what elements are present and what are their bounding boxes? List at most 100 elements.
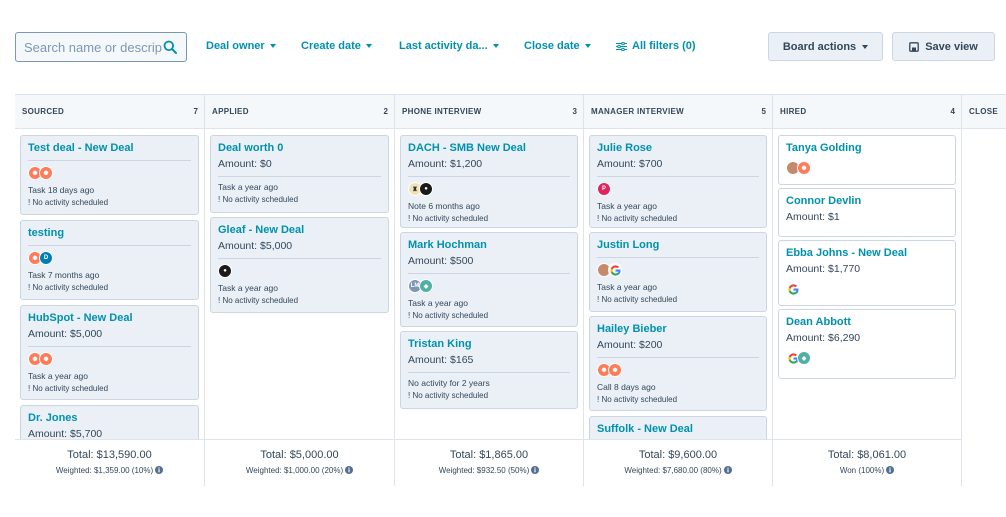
deal-card[interactable]: Suffolk - New Deal xyxy=(589,416,767,439)
column-header: PHONE INTERVIEW 3 xyxy=(395,95,583,129)
associated-avatars: ✺ D xyxy=(28,251,191,267)
deal-card[interactable]: DACH - SMB New Deal Amount: $1,200 ♜ ● No… xyxy=(400,135,578,228)
deal-card[interactable]: Dr. Jones Amount: $5,700 xyxy=(20,405,199,439)
deal-amount: Amount: $1,770 xyxy=(786,263,861,275)
deal-card[interactable]: Justin Long Task a year ago ! No activit… xyxy=(589,232,767,312)
column-footer: Total: $13,590.00 Weighted: $1,359.00 (1… xyxy=(15,439,204,486)
column-header: HIRED 4 xyxy=(773,95,961,129)
last-activity: Task a year ago xyxy=(597,201,658,211)
last-activity: Task a year ago xyxy=(597,282,658,292)
weighted-label: Weighted: $1,000.00 (20%) xyxy=(245,466,344,475)
deal-card[interactable]: Dean Abbott Amount: $6,290 ◆ xyxy=(778,309,956,379)
associated-avatars: ✺ ✺ xyxy=(28,166,191,182)
info-icon[interactable] xyxy=(886,466,895,474)
deal-card[interactable]: Ebba Johns - New Deal Amount: $1,770 xyxy=(778,240,956,306)
board-actions-button[interactable]: Board actions xyxy=(768,32,883,61)
chevron-down-icon xyxy=(862,44,869,49)
last-activity: Call 8 days ago xyxy=(597,382,656,392)
deal-title[interactable]: Dean Abbott xyxy=(786,316,851,328)
column-header: SOURCED 7 xyxy=(15,95,204,129)
activity-status: ! No activity scheduled xyxy=(597,295,678,304)
column-title: APPLIED xyxy=(212,107,249,116)
deal-title[interactable]: Gleaf - New Deal xyxy=(218,224,305,236)
hubspot-icon: ✺ xyxy=(608,363,622,377)
filter-last-activity-date[interactable]: Last activity da... xyxy=(399,40,499,52)
column-body[interactable]: Julie Rose Amount: $700 P Task a year ag… xyxy=(584,129,772,439)
deal-title[interactable]: Ebba Johns - New Deal xyxy=(786,247,908,259)
deal-card[interactable]: Mark Hochman Amount: $500 LM ◆ Task a yea… xyxy=(400,232,578,327)
deal-title[interactable]: Dr. Jones xyxy=(28,412,78,424)
deal-card[interactable]: Tristan King Amount: $165 No activity fo… xyxy=(400,331,578,409)
deal-amount: Amount: $5,000 xyxy=(218,240,293,252)
associated-avatars xyxy=(597,263,759,279)
chevron-down-icon xyxy=(269,44,276,48)
deal-card[interactable]: Deal worth 0 Amount: $0 Task a year ago … xyxy=(210,135,389,213)
board-column-manager-interview: MANAGER INTERVIEW 5 Julie Rose Amount: $7… xyxy=(584,95,773,486)
associated-avatars: ◆ xyxy=(786,351,948,367)
deal-title[interactable]: Tanya Golding xyxy=(786,142,862,154)
deal-title[interactable]: testing xyxy=(28,227,65,239)
company-logo-icon: ● xyxy=(419,182,433,196)
card-divider xyxy=(218,176,381,177)
card-divider xyxy=(597,176,759,177)
save-view-button[interactable]: Save view xyxy=(892,32,995,61)
search-icon[interactable] xyxy=(163,40,177,54)
filter-label: Close date xyxy=(524,40,580,52)
column-total: Total: $9,600.00 xyxy=(638,449,718,461)
column-body[interactable]: DACH - SMB New Deal Amount: $1,200 ♜ ● No… xyxy=(395,129,583,439)
deal-title[interactable]: Test deal - New Deal xyxy=(28,142,134,154)
associated-avatars xyxy=(786,282,948,298)
column-body[interactable]: Test deal - New Deal ✺ ✺ Task 18 days ago… xyxy=(15,129,204,439)
all-filters-button[interactable]: All filters (0) xyxy=(616,40,696,52)
deal-amount: Amount: $0 xyxy=(218,158,272,170)
column-body[interactable]: Deal worth 0 Amount: $0 Task a year ago … xyxy=(205,129,394,439)
deal-title[interactable]: Julie Rose xyxy=(597,142,653,154)
google-icon xyxy=(786,351,800,365)
search-input[interactable] xyxy=(24,39,162,55)
hubspot-icon: ✺ xyxy=(39,352,53,366)
deal-title[interactable]: DACH - SMB New Deal xyxy=(408,142,526,154)
column-body[interactable]: Tanya Golding ✺ Connor Devlin Amount: $1… xyxy=(773,129,961,439)
board-column-applied: APPLIED 2 Deal worth 0 Amount: $0 Task a … xyxy=(205,95,395,486)
deal-title[interactable]: HubSpot - New Deal xyxy=(28,312,133,324)
deal-card[interactable]: Test deal - New Deal ✺ ✺ Task 18 days ago… xyxy=(20,135,199,215)
filter-deal-owner[interactable]: Deal owner xyxy=(206,40,276,52)
card-divider xyxy=(28,346,191,347)
filter-create-date[interactable]: Create date xyxy=(301,40,372,52)
info-icon[interactable] xyxy=(723,466,732,474)
column-weighted-total: Weighted: $1,000.00 (20%) xyxy=(205,466,394,475)
deal-amount: Amount: $500 xyxy=(408,255,474,267)
info-icon[interactable] xyxy=(345,466,354,474)
info-icon[interactable] xyxy=(155,466,164,474)
deal-title[interactable]: Connor Devlin xyxy=(786,195,862,207)
deal-card[interactable]: HubSpot - New Deal Amount: $5,000 ✺ ✺ Tas… xyxy=(20,305,199,400)
deal-title[interactable]: Deal worth 0 xyxy=(218,142,284,154)
deal-card[interactable]: testing ✺ D Task 7 months ago ! No activi… xyxy=(20,220,199,300)
column-total: Total: $8,061.00 xyxy=(827,449,907,461)
deal-title[interactable]: Tristan King xyxy=(408,338,472,350)
deal-title[interactable]: Suffolk - New Deal xyxy=(597,423,693,435)
column-weighted-total: Weighted: $1,359.00 (10%) xyxy=(15,466,204,475)
deal-title[interactable]: Mark Hochman xyxy=(408,239,487,251)
deal-amount: Amount: $1,200 xyxy=(408,158,483,170)
column-footer: Total: $5,000.00 Weighted: $1,000.00 (20… xyxy=(205,439,394,486)
deal-title[interactable]: Hailey Bieber xyxy=(597,323,667,335)
deal-amount: Amount: $165 xyxy=(408,354,474,366)
associated-avatars: LM ◆ xyxy=(408,279,570,295)
board-column-phone-interview: PHONE INTERVIEW 3 DACH - SMB New Deal Amo… xyxy=(395,95,584,486)
deal-card[interactable]: Hailey Bieber Amount: $200 ✺ ✺ Call 8 day… xyxy=(589,316,767,411)
deal-card[interactable]: Tanya Golding ✺ xyxy=(778,135,956,185)
deal-card[interactable]: Connor Devlin Amount: $1 xyxy=(778,188,956,237)
activity-status: ! No activity scheduled xyxy=(408,214,489,223)
deal-card[interactable]: Julie Rose Amount: $700 P Task a year ag… xyxy=(589,135,767,228)
column-title: CLOSE xyxy=(969,107,999,116)
deal-card[interactable]: Gleaf - New Deal Amount: $5,000 ● Task a… xyxy=(210,217,389,313)
gleaf-logo-icon: ● xyxy=(218,264,232,278)
card-divider xyxy=(218,258,381,259)
company-logo-icon: P xyxy=(597,182,611,196)
deal-title[interactable]: Justin Long xyxy=(597,239,660,251)
last-activity: Task a year ago xyxy=(218,283,279,293)
info-icon[interactable] xyxy=(531,466,540,474)
filter-close-date[interactable]: Close date xyxy=(524,40,591,52)
search-box[interactable] xyxy=(15,32,187,62)
